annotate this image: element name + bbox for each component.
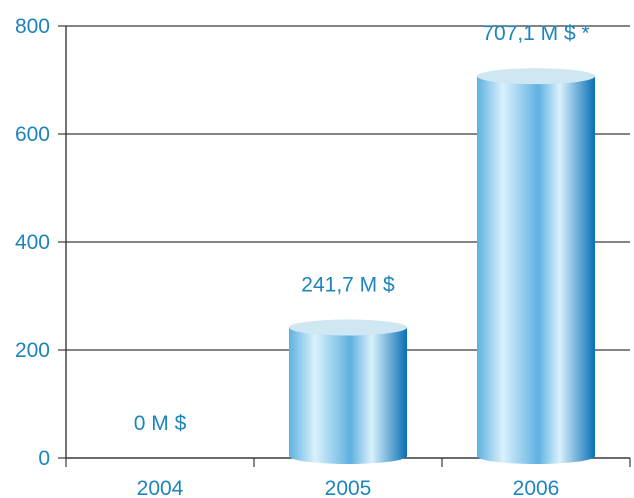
- bars: [289, 68, 595, 464]
- data-label: 241,7 M $: [301, 273, 395, 296]
- y-tick-label: 600: [15, 123, 50, 146]
- bar-body: [477, 76, 595, 464]
- bar-2005: [289, 319, 407, 464]
- y-tick-label: 800: [15, 15, 50, 38]
- data-label: 707,1 M $ *: [482, 22, 589, 45]
- data-label: 0 M $: [134, 412, 187, 435]
- y-tick-label: 0: [38, 447, 50, 470]
- bar-top: [289, 319, 407, 336]
- x-tick-label: 2004: [137, 477, 184, 498]
- bar-2006: [477, 68, 595, 464]
- labels: 0 200 400 600 800 0 M $ 2004 241,7 M $ 2005 707,1…: [15, 15, 590, 498]
- y-tick-label: 400: [15, 231, 50, 254]
- bar-body: [289, 327, 407, 464]
- bar-top: [477, 68, 595, 85]
- x-tick-label: 2006: [513, 477, 560, 498]
- y-tick-label: 200: [15, 339, 50, 362]
- x-tick-label: 2005: [325, 477, 372, 498]
